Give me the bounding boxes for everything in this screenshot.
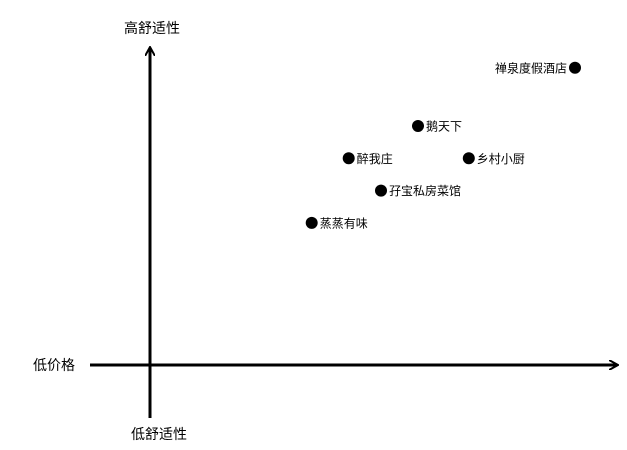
point-marker-5	[305, 216, 318, 229]
point-marker-0	[569, 61, 581, 74]
point-label-1: 鹅天下	[426, 120, 462, 134]
y-axis-bottom-label: 低舒适性	[131, 427, 187, 443]
point-marker-4	[375, 184, 387, 197]
point-marker-1	[412, 120, 424, 132]
point-label-3: 乡村小厨	[477, 152, 525, 166]
x-axis-left-label: 低价格	[33, 358, 75, 374]
point-label-5: 蒸蒸有味	[320, 216, 368, 230]
point-label-4: 孖宝私房菜馆	[389, 183, 461, 198]
point-label-2: 醉我庄	[357, 151, 393, 166]
point-marker-2	[342, 152, 355, 165]
point-marker-3	[462, 152, 475, 165]
y-axis-top-label: 高舒适性	[124, 21, 180, 37]
point-label-0: 禅泉度假酒店	[495, 60, 567, 75]
